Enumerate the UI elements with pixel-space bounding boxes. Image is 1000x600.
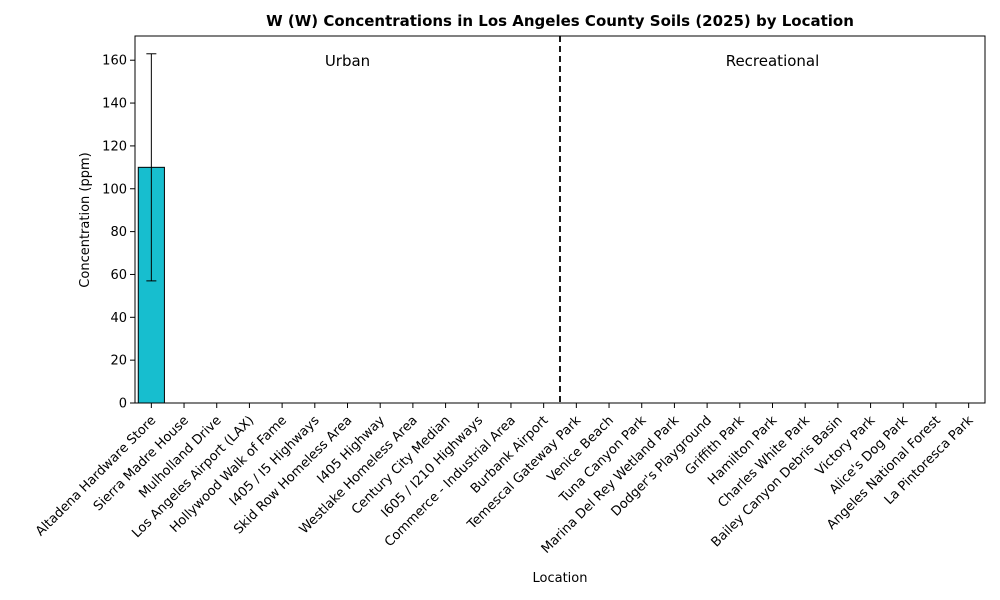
y-tick-label: 140	[102, 97, 127, 112]
y-tick-label: 100	[102, 182, 127, 197]
group-annotation: Recreational	[726, 52, 820, 70]
x-axis-label: Location	[533, 571, 588, 586]
y-tick-label: 80	[110, 225, 127, 240]
y-tick-label: 0	[119, 397, 127, 412]
y-tick-label: 60	[110, 268, 127, 283]
y-axis-label: Concentration (ppm)	[78, 152, 93, 287]
chart-title: W (W) Concentrations in Los Angeles Coun…	[266, 12, 854, 30]
y-tick-label: 40	[110, 311, 127, 326]
y-tick-label: 160	[102, 54, 127, 69]
plot-area: Urban Recreational020406080100120140160Al…	[33, 35, 986, 557]
y-tick-label: 20	[110, 354, 127, 369]
y-tick-label: 120	[102, 139, 127, 154]
axes-frame	[134, 35, 986, 404]
group-annotation: Urban	[325, 52, 370, 70]
